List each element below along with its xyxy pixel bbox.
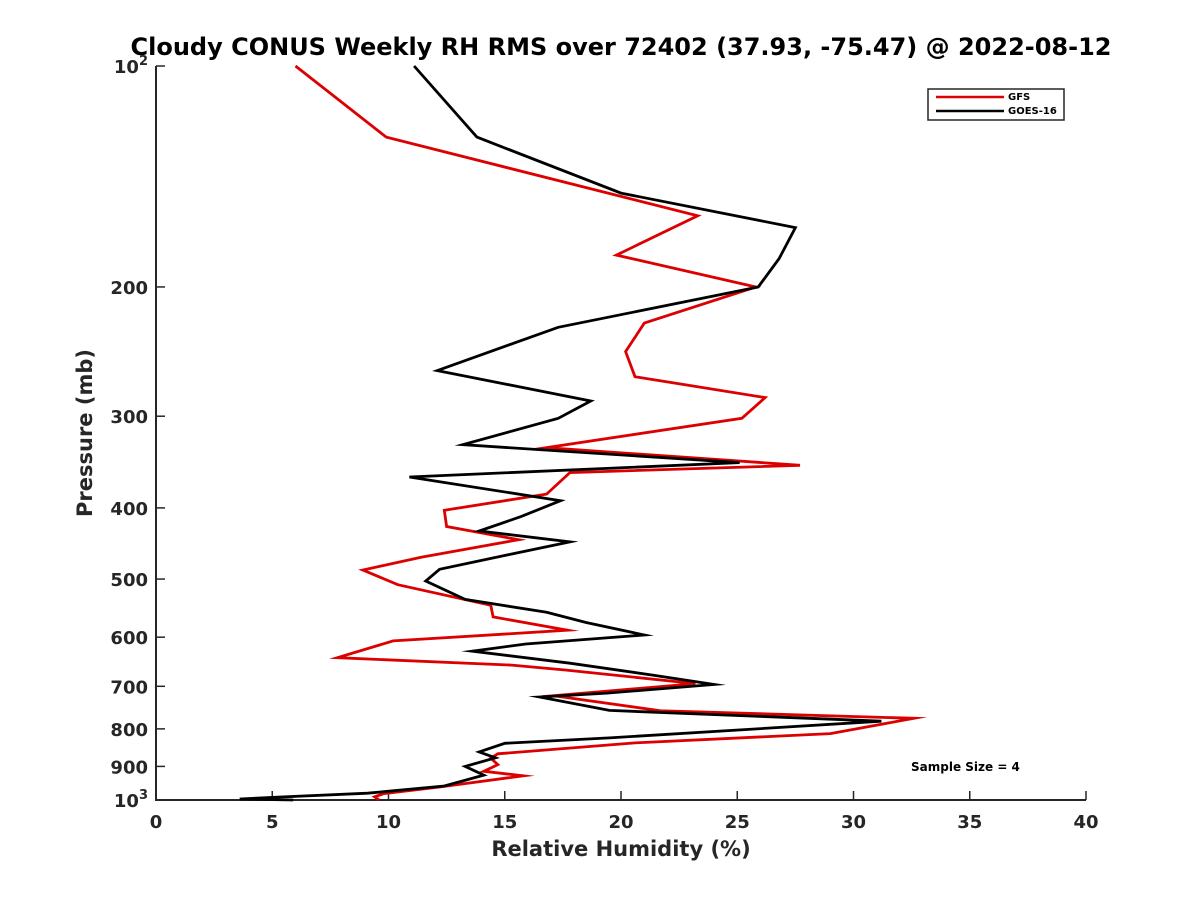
- x-tick-label: 5: [266, 812, 279, 833]
- y-axis: 102 200 300 400 500 600 700 800 900 103: [110, 54, 165, 812]
- legend-label-gfs: GFS: [1008, 92, 1030, 103]
- y-tick-label: 800: [110, 720, 148, 741]
- y-tick-label: 400: [110, 499, 148, 520]
- sample-size-annotation: Sample Size = 4: [911, 760, 1020, 774]
- y-axis-label: Pressure (mb): [73, 349, 97, 517]
- x-tick-label: 40: [1073, 812, 1098, 833]
- y-tick-label: 900: [110, 757, 148, 778]
- x-axis-label: Relative Humidity (%): [491, 837, 750, 861]
- y-tick-label: 300: [110, 407, 148, 428]
- y-tick-label: 600: [110, 628, 148, 649]
- x-tick-label: 20: [608, 812, 633, 833]
- y-tick-label: 200: [110, 278, 148, 299]
- x-tick-label: 25: [725, 812, 750, 833]
- x-tick-label: 10: [376, 812, 401, 833]
- x-tick-label: 15: [492, 812, 517, 833]
- y-tick-label: 500: [110, 570, 148, 591]
- chart-title: Cloudy CONUS Weekly RH RMS over 72402 (3…: [131, 33, 1112, 61]
- plot-area: 0 5 10 15 20 25 30 35 40 102 200 300 400 500 600 700 80…: [110, 54, 1098, 833]
- x-tick-label: 30: [841, 812, 866, 833]
- x-tick-label: 35: [957, 812, 982, 833]
- legend: GFS GOES-16: [927, 88, 1065, 121]
- series-layer: [239, 64, 928, 802]
- y-tick-label: 103: [114, 788, 148, 812]
- legend-label-goes16: GOES-16: [1008, 106, 1057, 117]
- series-line-gfs: [294, 64, 928, 802]
- y-tick-label: 700: [110, 677, 148, 698]
- x-tick-label: 0: [150, 812, 163, 833]
- x-axis: 0 5 10 15 20 25 30 35 40: [150, 791, 1099, 833]
- series-line-goes16: [239, 65, 882, 802]
- y-tick-label: 102: [114, 54, 148, 78]
- legend-box: [927, 88, 1065, 121]
